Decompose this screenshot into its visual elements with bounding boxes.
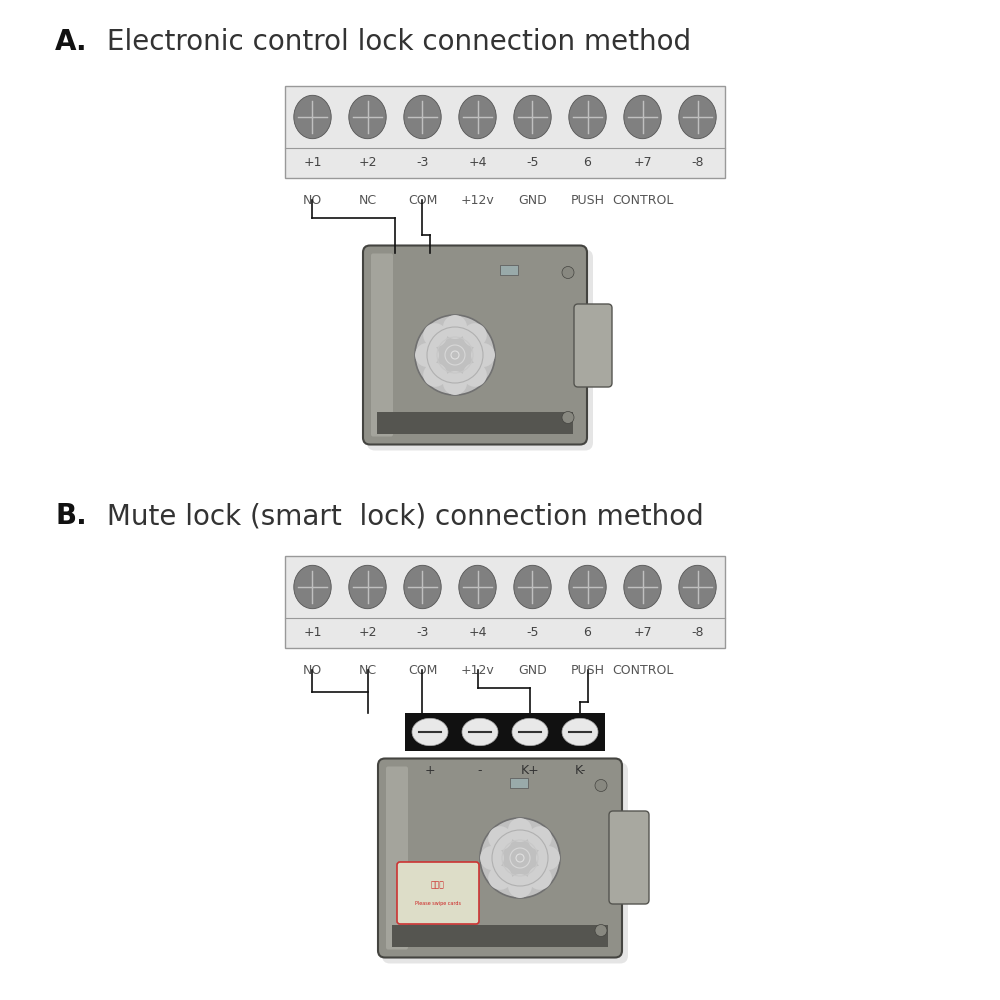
Circle shape xyxy=(508,818,532,842)
Circle shape xyxy=(443,315,467,339)
Text: -3: -3 xyxy=(416,156,429,169)
Ellipse shape xyxy=(514,565,551,609)
Ellipse shape xyxy=(562,718,598,746)
Circle shape xyxy=(480,846,504,870)
FancyBboxPatch shape xyxy=(609,811,649,904)
Text: GND: GND xyxy=(518,664,547,676)
Text: -: - xyxy=(478,764,482,777)
Text: +7: +7 xyxy=(633,156,652,169)
Text: CONTROL: CONTROL xyxy=(612,194,673,207)
Text: +7: +7 xyxy=(633,626,652,640)
Ellipse shape xyxy=(569,565,606,609)
FancyBboxPatch shape xyxy=(367,249,593,450)
Bar xyxy=(285,86,725,178)
Text: 6: 6 xyxy=(584,626,591,640)
Text: COM: COM xyxy=(408,664,437,676)
Text: +1: +1 xyxy=(303,156,322,169)
FancyBboxPatch shape xyxy=(574,304,612,387)
Text: GND: GND xyxy=(518,194,547,207)
FancyBboxPatch shape xyxy=(386,766,408,950)
Ellipse shape xyxy=(412,718,448,746)
Ellipse shape xyxy=(404,565,441,609)
Text: 请刷卡: 请刷卡 xyxy=(431,881,445,890)
Ellipse shape xyxy=(679,565,716,609)
Ellipse shape xyxy=(514,95,551,139)
Circle shape xyxy=(488,826,512,850)
Circle shape xyxy=(463,323,487,347)
Text: NC: NC xyxy=(358,194,377,207)
Circle shape xyxy=(463,363,487,387)
Circle shape xyxy=(415,343,439,367)
Ellipse shape xyxy=(294,565,331,609)
Text: -8: -8 xyxy=(691,156,704,169)
Text: +2: +2 xyxy=(358,626,377,640)
Ellipse shape xyxy=(624,95,661,139)
Circle shape xyxy=(562,266,574,278)
Circle shape xyxy=(595,780,607,792)
Circle shape xyxy=(508,874,532,898)
Bar xyxy=(392,924,608,946)
Circle shape xyxy=(488,866,512,890)
Text: -5: -5 xyxy=(526,156,539,169)
Text: +4: +4 xyxy=(468,156,487,169)
Circle shape xyxy=(528,826,552,850)
Ellipse shape xyxy=(679,95,716,139)
Text: PUSH: PUSH xyxy=(570,194,604,207)
Ellipse shape xyxy=(404,95,441,139)
Bar xyxy=(500,264,518,274)
Text: -5: -5 xyxy=(526,626,539,640)
Circle shape xyxy=(443,371,467,395)
Text: K+: K+ xyxy=(521,764,539,777)
Ellipse shape xyxy=(624,565,661,609)
Ellipse shape xyxy=(459,95,496,139)
Bar xyxy=(285,556,725,648)
Circle shape xyxy=(415,315,495,395)
Text: +12v: +12v xyxy=(461,194,494,207)
Ellipse shape xyxy=(294,95,331,139)
Circle shape xyxy=(595,924,607,936)
Ellipse shape xyxy=(349,95,386,139)
Ellipse shape xyxy=(512,718,548,746)
Text: A.: A. xyxy=(55,28,88,56)
Ellipse shape xyxy=(569,95,606,139)
Text: K-: K- xyxy=(574,764,586,777)
Text: Mute lock (smart  lock) connection method: Mute lock (smart lock) connection method xyxy=(98,502,704,530)
Text: NO: NO xyxy=(303,194,322,207)
FancyBboxPatch shape xyxy=(378,758,622,958)
Text: PUSH: PUSH xyxy=(570,664,604,676)
Text: +: + xyxy=(425,764,435,777)
Circle shape xyxy=(536,846,560,870)
Ellipse shape xyxy=(462,718,498,746)
Text: -8: -8 xyxy=(691,626,704,640)
Text: CONTROL: CONTROL xyxy=(612,664,673,676)
Circle shape xyxy=(480,818,560,898)
FancyBboxPatch shape xyxy=(363,245,587,444)
Circle shape xyxy=(423,363,447,387)
Text: NO: NO xyxy=(303,664,322,676)
Text: NC: NC xyxy=(358,664,377,676)
Text: -3: -3 xyxy=(416,626,429,640)
FancyBboxPatch shape xyxy=(397,862,479,924)
Bar xyxy=(377,412,573,434)
Circle shape xyxy=(423,323,447,347)
FancyBboxPatch shape xyxy=(371,253,393,436)
Text: COM: COM xyxy=(408,194,437,207)
Text: Electronic control lock connection method: Electronic control lock connection metho… xyxy=(98,28,691,56)
Text: +2: +2 xyxy=(358,156,377,169)
Circle shape xyxy=(471,343,495,367)
Ellipse shape xyxy=(459,565,496,609)
Text: 6: 6 xyxy=(584,156,591,169)
Text: +4: +4 xyxy=(468,626,487,640)
Text: Please swipe cards: Please swipe cards xyxy=(415,900,461,906)
Text: +12v: +12v xyxy=(461,664,494,676)
FancyBboxPatch shape xyxy=(382,762,628,964)
Circle shape xyxy=(562,412,574,424)
Bar xyxy=(405,713,605,751)
Circle shape xyxy=(528,866,552,890)
Ellipse shape xyxy=(349,565,386,609)
Bar xyxy=(510,778,528,788)
Text: +1: +1 xyxy=(303,626,322,640)
Text: B.: B. xyxy=(55,502,87,530)
